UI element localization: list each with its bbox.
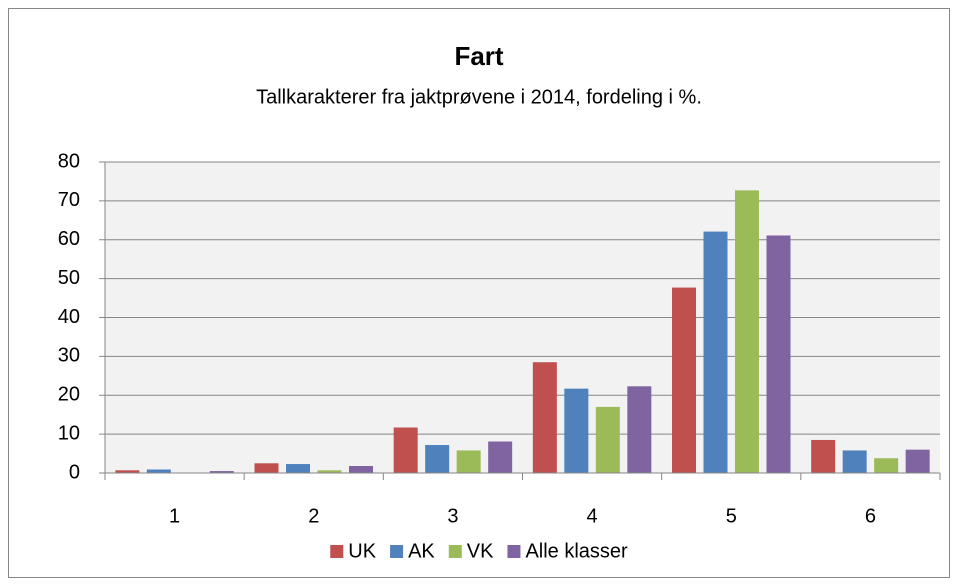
y-tick-label: 40: [58, 306, 80, 328]
bar: [254, 463, 279, 473]
legend-label: VK: [467, 540, 494, 562]
chart-subtitle: Tallkarakterer fra jaktprøvene i 2014, f…: [256, 86, 702, 108]
bar: [146, 469, 171, 473]
y-tick-label: 20: [58, 384, 80, 406]
bar: [115, 470, 140, 473]
bar: [595, 406, 620, 473]
y-tick-label: 70: [58, 189, 80, 211]
bar: [532, 362, 557, 473]
x-tick-label: 5: [726, 505, 737, 527]
bar: [425, 445, 450, 473]
bar: [905, 449, 930, 473]
bar: [209, 471, 234, 473]
y-tick-label: 0: [69, 461, 80, 483]
legend-swatch: [507, 545, 521, 558]
legend-swatch: [448, 545, 462, 558]
bar: [317, 470, 342, 473]
legend-swatch: [390, 545, 404, 558]
legend-label: Alle klasser: [525, 540, 628, 562]
y-tick-label: 10: [58, 422, 80, 444]
legend-label: UK: [348, 540, 376, 562]
bar: [874, 458, 899, 473]
bar: [627, 386, 652, 473]
legend-label: AK: [408, 540, 435, 562]
y-tick-label: 30: [58, 345, 80, 367]
y-tick-label: 80: [58, 150, 80, 172]
x-tick-label: 3: [447, 505, 458, 527]
bar: [564, 388, 589, 473]
y-tick-label: 50: [58, 267, 80, 289]
chart-title: Fart: [454, 41, 503, 71]
bar: [672, 287, 696, 473]
legend-swatch: [330, 545, 344, 558]
bar: [456, 450, 481, 473]
y-tick-label: 60: [58, 228, 80, 250]
bar: [842, 450, 867, 473]
x-tick-label: 4: [587, 505, 598, 527]
x-tick-label: 2: [308, 505, 319, 527]
bar: [349, 466, 373, 473]
x-tick-label: 6: [865, 505, 876, 527]
bar: [766, 235, 791, 473]
bar: [393, 427, 418, 473]
x-tick-label: 1: [169, 505, 180, 527]
bar: [286, 464, 310, 473]
bar: [811, 439, 836, 473]
bar: [488, 441, 513, 473]
bar: [735, 190, 759, 473]
bar: [703, 231, 728, 473]
